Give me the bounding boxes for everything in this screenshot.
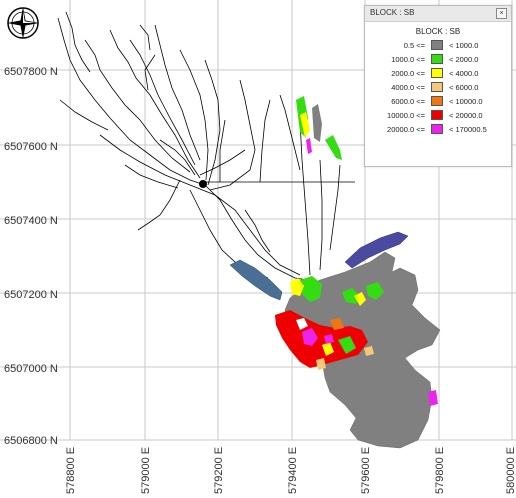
- northing-label: 6507400 N: [4, 215, 58, 227]
- legend-row-max: < 2000.0: [449, 55, 479, 64]
- ore-body-green: [366, 282, 384, 300]
- ore-body-steel-blue: [229, 259, 283, 301]
- legend-row-min: 1000.0 <=: [391, 55, 425, 64]
- ore-body-green: [338, 336, 356, 354]
- legend-close-button[interactable]: ×: [496, 8, 507, 19]
- legend-row-min: 10000.0 <=: [387, 111, 425, 120]
- legend-row-min: 4000.0 <=: [391, 83, 425, 92]
- easting-axis: 578800 E 579000 E 579200 E 579400 E 5796…: [65, 447, 516, 494]
- easting-label: 579000 E: [140, 447, 152, 494]
- easting-label: 580000 E: [505, 447, 516, 494]
- legend-swatch: [431, 40, 443, 50]
- ore-body-magenta: [324, 334, 334, 344]
- legend-row: 0.5 <= < 1000.0: [365, 39, 511, 53]
- legend-row: 6000.0 <= < 10000.0: [365, 95, 511, 109]
- easting-label: 579600 E: [360, 447, 372, 494]
- ore-body-magenta: [428, 390, 438, 406]
- ore-body-purple-blue: [344, 231, 409, 269]
- ore-body-gray: [312, 104, 322, 142]
- legend-panel[interactable]: BLOCK : SB × BLOCK : SB 0.5 <= < 1000.0 …: [364, 5, 512, 167]
- ore-body-yellow: [300, 112, 310, 138]
- legend-row: 20000.0 <= < 170000.5: [365, 123, 511, 137]
- legend-row-min: 6000.0 <=: [391, 97, 425, 106]
- northing-label: 6506800 N: [4, 435, 58, 447]
- legend-swatch: [431, 54, 443, 64]
- ore-body-yellow: [322, 342, 334, 356]
- northing-label: 6507000 N: [4, 363, 58, 375]
- ore-body-green: [325, 135, 342, 160]
- easting-label: 578800 E: [65, 447, 77, 494]
- legend-row: 2000.0 <= < 4000.0: [365, 67, 511, 81]
- legend-row-min: 0.5 <=: [403, 41, 425, 50]
- ore-body-magenta: [302, 328, 318, 346]
- northing-axis: 6507800 N 6507600 N 6507400 N 6507200 N …: [4, 66, 58, 447]
- ore-void: [296, 318, 308, 330]
- ore-body-yellow: [354, 292, 366, 306]
- easting-label: 579400 E: [287, 447, 299, 494]
- legend-row-max: < 10000.0: [449, 97, 483, 106]
- legend-row: 4000.0 <= < 6000.0: [365, 81, 511, 95]
- legend-row-max: < 4000.0: [449, 69, 479, 78]
- legend-row-min: 20000.0 <=: [387, 125, 425, 134]
- legend-heading: BLOCK : SB: [415, 27, 461, 36]
- northing-label: 6507800 N: [4, 66, 58, 78]
- legend-swatch: [431, 124, 443, 134]
- ore-body-green: [300, 276, 322, 302]
- ore-body-tan: [364, 346, 374, 356]
- northing-label: 6507600 N: [4, 141, 58, 153]
- ore-body-tan: [316, 358, 326, 370]
- legend-row: 10000.0 <= < 20000.0: [365, 109, 511, 123]
- block-model: [229, 96, 441, 449]
- legend-swatch: [431, 96, 443, 106]
- ore-body-orange: [330, 318, 344, 330]
- legend-header[interactable]: BLOCK : SB ×: [365, 6, 511, 22]
- legend-row-max: < 1000.0: [449, 41, 479, 50]
- easting-label: 579200 E: [213, 447, 225, 494]
- legend-row: 1000.0 <= < 2000.0: [365, 53, 511, 67]
- mine-workings: [57, 11, 355, 283]
- legend-rows: 0.5 <= < 1000.0 1000.0 <= < 2000.0 2000.…: [365, 39, 511, 137]
- legend-window-title: BLOCK : SB: [370, 8, 415, 17]
- legend-row-max: < 20000.0: [449, 111, 483, 120]
- legend-swatch: [431, 68, 443, 78]
- legend-row-min: 2000.0 <=: [391, 69, 425, 78]
- legend-row-max: < 170000.5: [449, 125, 487, 134]
- ore-body-yellow: [290, 278, 304, 296]
- ore-body-magenta: [306, 138, 312, 154]
- legend-swatch: [431, 110, 443, 120]
- legend-row-max: < 6000.0: [449, 83, 479, 92]
- easting-label: 579800 E: [434, 447, 446, 494]
- ore-body-green: [342, 288, 360, 304]
- compass-rose-icon: [7, 7, 39, 39]
- northing-label: 6507200 N: [4, 289, 58, 301]
- legend-swatch: [431, 82, 443, 92]
